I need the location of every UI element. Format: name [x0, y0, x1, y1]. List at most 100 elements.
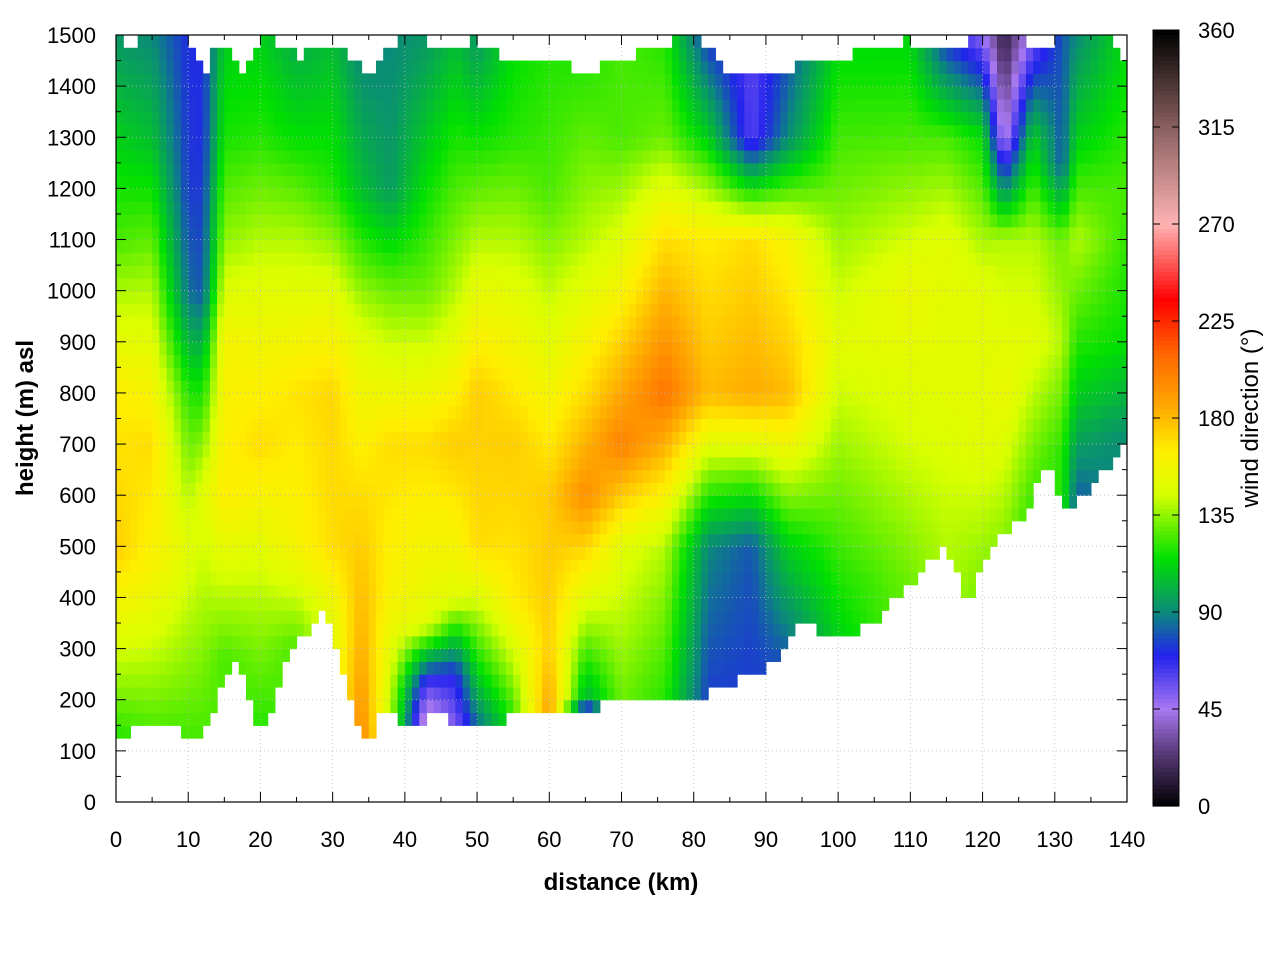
heatmap-cell: [744, 584, 753, 599]
heatmap-cell: [144, 712, 153, 726]
heatmap-cell: [628, 418, 637, 432]
heatmap-cell: [116, 98, 124, 113]
heatmap-cell: [780, 520, 789, 535]
heatmap-cell: [679, 507, 688, 522]
heatmap-cell: [794, 124, 803, 138]
heatmap-cell: [643, 213, 651, 228]
heatmap-cell: [195, 520, 204, 535]
heatmap-cell: [650, 661, 659, 675]
heatmap-cell: [188, 495, 197, 509]
heatmap-cell: [296, 469, 305, 484]
heatmap-cell: [361, 482, 370, 496]
heatmap-cell: [144, 252, 153, 266]
heatmap-cell: [672, 150, 680, 164]
heatmap-cell: [303, 418, 312, 432]
heatmap-cell: [224, 111, 233, 126]
heatmap-cell: [787, 252, 796, 266]
heatmap-cell: [274, 661, 283, 675]
heatmap-cell: [339, 150, 348, 164]
heatmap-cell: [419, 584, 428, 599]
heatmap-cell: [195, 699, 204, 714]
heatmap-cell: [527, 623, 536, 637]
heatmap-cell: [339, 507, 348, 522]
heatmap-cell: [368, 277, 377, 292]
heatmap-cell: [599, 405, 608, 420]
heatmap-cell: [527, 520, 536, 535]
heatmap-cell: [455, 635, 464, 650]
heatmap-cell: [368, 73, 377, 87]
heatmap-cell: [397, 367, 406, 381]
heatmap-cell: [455, 329, 464, 343]
heatmap-cell: [347, 86, 355, 100]
heatmap-cell: [383, 674, 392, 688]
heatmap-cell: [231, 60, 240, 74]
heatmap-cell: [773, 533, 781, 547]
heatmap-cell: [556, 73, 565, 87]
heatmap-cell: [123, 277, 132, 292]
heatmap-cell: [823, 380, 832, 394]
heatmap-cell: [542, 405, 550, 420]
heatmap-cell: [404, 188, 413, 202]
heatmap-cell: [217, 597, 225, 611]
heatmap-cell: [339, 290, 348, 305]
heatmap-cell: [123, 60, 132, 74]
heatmap-cell: [289, 482, 298, 496]
heatmap-cell: [282, 495, 290, 509]
heatmap-cell: [188, 124, 197, 138]
heatmap-cell: [534, 456, 543, 471]
heatmap-cell: [188, 60, 197, 74]
heatmap-cell: [520, 431, 529, 445]
heatmap-cell: [137, 252, 146, 266]
heatmap-cell: [318, 405, 327, 420]
heatmap-cell: [137, 456, 146, 471]
heatmap-cell: [693, 265, 702, 279]
heatmap-cell: [433, 137, 442, 151]
heatmap-cell: [744, 111, 753, 126]
heatmap-cell: [570, 213, 579, 228]
heatmap-cell: [534, 661, 543, 675]
heatmap-cell: [484, 47, 493, 62]
heatmap-cell: [520, 571, 529, 586]
heatmap-cell: [679, 175, 688, 189]
heatmap-cell: [368, 482, 377, 496]
heatmap-cell: [802, 252, 810, 266]
heatmap-cell: [823, 610, 832, 624]
heatmap-cell: [708, 73, 716, 87]
heatmap-cell: [318, 226, 327, 241]
heatmap-cell: [700, 571, 709, 586]
heatmap-cell: [621, 329, 630, 343]
heatmap-cell: [477, 367, 485, 381]
heatmap-cell: [354, 507, 363, 522]
heatmap-cell: [621, 175, 630, 189]
heatmap-cell: [347, 507, 355, 522]
heatmap-cell: [657, 98, 666, 113]
heatmap-cell: [390, 111, 399, 126]
heatmap-cell: [527, 456, 536, 471]
heatmap-cell: [708, 188, 716, 202]
heatmap-cell: [744, 507, 753, 522]
heatmap-cell: [260, 265, 269, 279]
heatmap-cell: [130, 265, 139, 279]
heatmap-cell: [614, 469, 623, 484]
heatmap-cell: [585, 623, 594, 637]
heatmap-cell: [260, 623, 269, 637]
heatmap-cell: [310, 571, 319, 586]
heatmap-cell: [722, 469, 731, 484]
heatmap-cell: [635, 559, 644, 573]
heatmap-cell: [708, 213, 716, 228]
heatmap-cell: [383, 137, 392, 151]
heatmap-cell: [715, 226, 724, 241]
heatmap-cell: [513, 482, 521, 496]
heatmap-cell: [542, 290, 550, 305]
heatmap-cell: [570, 584, 579, 599]
heatmap-cell: [412, 469, 420, 484]
heatmap-cell: [744, 316, 753, 330]
heatmap-cell: [628, 188, 637, 202]
heatmap-cell: [274, 73, 283, 87]
heatmap-cell: [137, 712, 146, 726]
heatmap-cell: [289, 201, 298, 215]
heatmap-cell: [130, 201, 139, 215]
heatmap-cell: [455, 73, 464, 87]
heatmap-cell: [672, 329, 680, 343]
heatmap-cell: [253, 380, 262, 394]
